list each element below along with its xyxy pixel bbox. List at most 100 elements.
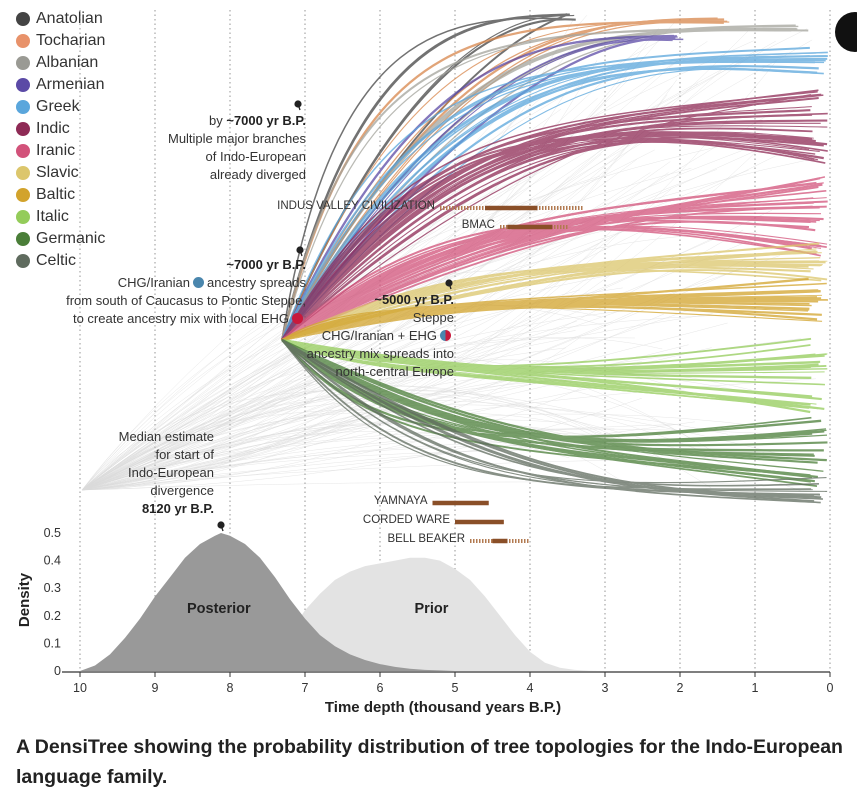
legend-item: Italic — [16, 206, 105, 228]
y-tick-label: 0 — [54, 664, 61, 678]
clade-branch — [281, 132, 816, 341]
ghost-branch — [81, 313, 664, 491]
annotation-median: Median estimate for start of Indo-Europe… — [96, 428, 214, 518]
density-prior-area — [80, 557, 605, 671]
clade-branch — [281, 338, 813, 398]
clade-branch — [281, 57, 828, 341]
legend-label: Armenian — [36, 76, 105, 93]
clade-branch — [281, 339, 811, 406]
annotation-chg-line1b: ancestry spreads — [207, 275, 306, 290]
era-label: INDUS VALLEY CIVILIZATION — [277, 200, 435, 212]
ghost-branch — [81, 232, 758, 491]
legend-label: Baltic — [36, 186, 76, 203]
clade-branch — [281, 61, 825, 341]
annotation-median-value: 8120 yr B.P. — [141, 501, 214, 516]
ghost-branch — [81, 421, 695, 491]
annotation-chg-line2: from south of Caucasus to Pontic Steppe, — [66, 293, 306, 308]
legend-swatch-icon — [16, 144, 30, 158]
annotation-median-line3: Indo-European — [127, 465, 214, 480]
tree-branches — [280, 13, 828, 504]
legend-item: Indic — [16, 118, 105, 140]
y-tick-label: 0.4 — [44, 554, 61, 568]
legend: Anatolian Tocharian Albanian Armenian Greek I… — [16, 8, 105, 272]
ghost-branch — [81, 481, 807, 491]
clade-branch — [281, 97, 819, 341]
ghost-branch — [81, 381, 596, 491]
annotation-steppe: ~5000 yr B.P. Steppe CHG/Iranian + EHG a… — [280, 291, 454, 381]
clade-branch — [281, 29, 809, 341]
legend-item: Germanic — [16, 228, 105, 250]
clade-branch — [281, 339, 825, 386]
x-tick-label: 0 — [827, 681, 834, 695]
ghost-branch — [81, 412, 618, 491]
x-tick-label: 8 — [227, 681, 234, 695]
legend-item: Armenian — [16, 74, 105, 96]
annotation-steppe-date: ~5000 yr B.P. — [374, 292, 454, 307]
annotation-chg-line3: to create ancestry mix with local EHG — [72, 311, 289, 326]
legend-label: Italic — [36, 208, 69, 225]
clade-branch — [281, 277, 809, 342]
annotation-chg-date: ~7000 yr B.P. — [226, 257, 306, 272]
clade-group — [281, 277, 828, 342]
density-areas: Posterior Prior — [80, 533, 605, 671]
ghost-branch — [81, 159, 810, 491]
clade-branch — [281, 289, 819, 342]
legend-swatch-icon — [16, 166, 30, 180]
annotation-diverged: by ~7000 yr B.P. Multiple major branches… — [140, 112, 306, 184]
legend-item: Slavic — [16, 162, 105, 184]
clade-branch — [281, 225, 822, 341]
legend-label: Tocharian — [36, 32, 106, 49]
y-tick-label: 0.5 — [44, 526, 61, 540]
clade-branch — [281, 339, 815, 503]
era-bars — [432, 205, 583, 544]
legend-swatch-icon — [16, 254, 30, 268]
clade-branch — [281, 338, 821, 372]
ghost-branch — [81, 28, 659, 491]
ghost-branch — [81, 424, 676, 491]
clade-branch — [281, 51, 828, 341]
ghost-branch — [81, 79, 677, 491]
legend-swatch-icon — [16, 188, 30, 202]
pin-tail — [448, 282, 452, 290]
clade-branch — [281, 94, 824, 341]
ghost-branch — [81, 146, 766, 491]
x-tick-label: 4 — [527, 681, 534, 695]
ghost-branch — [81, 367, 752, 491]
legend-swatch-icon — [16, 122, 30, 136]
ghost-branch — [81, 134, 624, 491]
ghost-branch — [81, 428, 814, 491]
ghost-branch — [81, 347, 566, 491]
clade-group — [281, 338, 828, 487]
annotation-median-line1: Median estimate — [118, 429, 214, 444]
clade-branch — [281, 138, 816, 341]
x-tick-label: 6 — [377, 681, 384, 695]
annotation-diverged-line3: of Indo-European — [205, 149, 306, 164]
annotation-diverged-date: ~7000 yr B.P. — [226, 113, 306, 128]
clade-branch — [281, 182, 824, 341]
ghost-branch — [81, 398, 642, 491]
density-posterior-area — [80, 533, 455, 671]
legend-item: Greek — [16, 96, 105, 118]
annotation-chg: ~7000 yr B.P. CHG/Iranian ancestry spread… — [40, 256, 306, 328]
legend-item: Tocharian — [16, 30, 105, 52]
ghost-branch — [81, 374, 716, 491]
ghost-branch — [81, 344, 689, 491]
clade-branch — [281, 339, 827, 441]
edge-circle-icon — [835, 12, 857, 52]
annotation-median-line2: for start of — [155, 447, 214, 462]
era-label: BELL BEAKER — [387, 533, 465, 545]
x-axis-title: Time depth (thousand years B.P.) — [325, 699, 561, 716]
clade-branch — [281, 339, 812, 490]
annotation-chg-line1a: CHG/Iranian — [117, 275, 190, 290]
x-tick-label: 7 — [302, 681, 309, 695]
y-axis-title: Density — [16, 572, 33, 627]
legend-item: Celtic — [16, 250, 105, 272]
legend-label: Albanian — [36, 54, 99, 71]
legend-item: Albanian — [16, 52, 105, 74]
pins — [217, 100, 453, 532]
clade-branch — [281, 36, 678, 341]
clade-group — [281, 89, 828, 341]
clade-branch — [281, 339, 813, 443]
densitree-chart: Posterior Prior 10 9 8 7 6 5 4 3 2 1 000.10.20.30.4… — [16, 10, 834, 716]
